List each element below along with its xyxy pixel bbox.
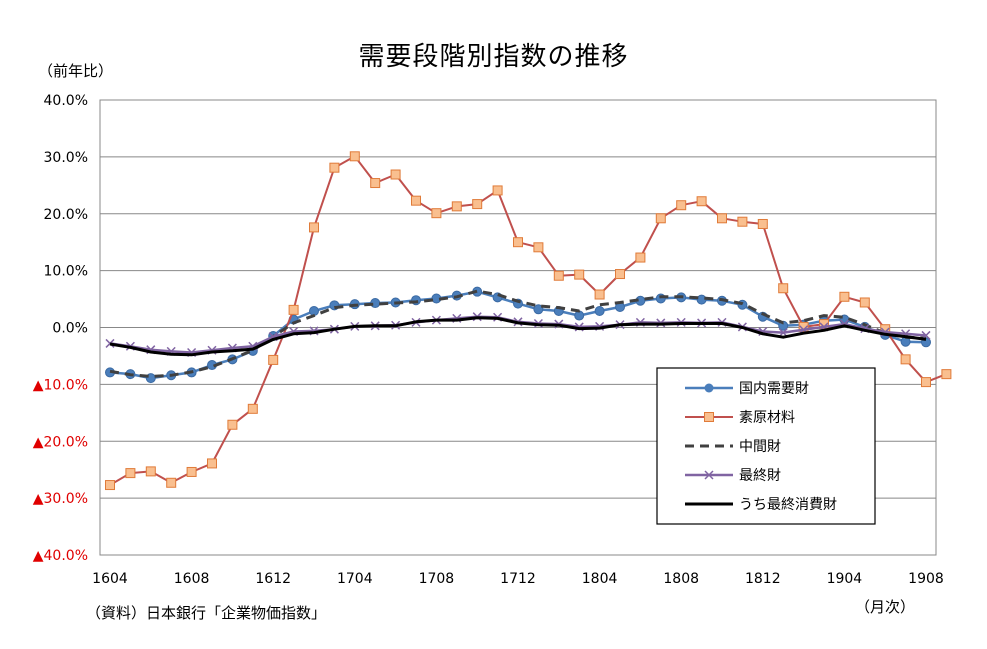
data-point xyxy=(676,200,687,211)
x-tick-label: 1612 xyxy=(255,571,291,587)
series-line-4 xyxy=(109,316,927,357)
x-tick-label: 1808 xyxy=(663,571,699,587)
y-tick-label: 20.0% xyxy=(44,207,88,223)
data-point xyxy=(451,201,462,212)
data-point xyxy=(778,283,789,294)
data-point xyxy=(757,218,768,229)
y-tick-label: 40.0% xyxy=(44,93,88,109)
data-point xyxy=(288,304,299,315)
y-tick-label: 0.0% xyxy=(52,321,88,337)
data-point xyxy=(900,354,911,365)
data-point xyxy=(105,480,115,491)
data-point xyxy=(615,269,625,280)
data-point xyxy=(737,216,748,227)
legend-label: 素原材料 xyxy=(739,410,795,426)
data-point xyxy=(594,289,605,300)
data-point xyxy=(574,269,585,280)
data-point xyxy=(717,213,727,224)
data-point xyxy=(859,297,870,308)
legend-label: 中間財 xyxy=(739,439,781,455)
data-point xyxy=(207,458,217,469)
data-point xyxy=(696,196,707,207)
x-tick-label: 1908 xyxy=(908,571,944,587)
data-point xyxy=(145,466,156,477)
x-tick-label: 1812 xyxy=(745,571,781,587)
chart-title: 需要段階別指数の推移 xyxy=(358,42,629,72)
y-tick-label: ▲20.0% xyxy=(33,434,88,450)
x-tick-label: 1704 xyxy=(337,571,373,587)
x-tick-label: 1708 xyxy=(419,571,455,587)
data-point xyxy=(370,178,381,189)
data-point xyxy=(533,304,544,315)
data-point xyxy=(553,270,564,281)
data-point xyxy=(349,151,360,162)
data-point xyxy=(472,199,483,210)
data-point xyxy=(125,468,136,479)
data-point xyxy=(411,195,421,206)
data-point xyxy=(309,222,319,233)
data-point xyxy=(390,169,401,180)
y-tick-label: 30.0% xyxy=(44,150,88,166)
legend-marker xyxy=(704,412,714,422)
data-point xyxy=(635,252,646,263)
x-tick-label: 1608 xyxy=(174,571,210,587)
x-axis-unit-label: （月次） xyxy=(855,598,916,616)
source-note: （資料）日本銀行「企業物価指数」 xyxy=(86,604,327,622)
plot-area xyxy=(99,99,937,556)
x-tick-label: 1604 xyxy=(92,571,128,587)
y-axis-unit-label: （前年比） xyxy=(38,62,114,80)
data-point xyxy=(247,403,258,414)
legend-label: うち最終消費財 xyxy=(739,497,837,513)
x-tick-label: 1904 xyxy=(827,571,863,587)
data-point xyxy=(329,162,340,173)
data-point xyxy=(798,321,809,332)
data-point xyxy=(921,377,931,388)
data-point xyxy=(655,213,666,224)
data-point xyxy=(839,291,850,302)
data-point xyxy=(227,419,238,430)
data-point xyxy=(513,237,523,248)
y-tick-label: 10.0% xyxy=(44,264,88,280)
x-tick-label: 1712 xyxy=(500,571,536,587)
data-point xyxy=(268,354,279,365)
data-point xyxy=(105,338,115,348)
y-tick-label: ▲30.0% xyxy=(33,491,88,507)
legend-marker xyxy=(704,383,714,393)
legend-label: 国内需要財 xyxy=(739,381,809,397)
y-tick-label: ▲10.0% xyxy=(33,377,88,393)
legend-label: 最終財 xyxy=(739,468,781,484)
data-point xyxy=(166,477,177,488)
data-point xyxy=(533,242,544,253)
y-tick-label: ▲40.0% xyxy=(33,548,88,564)
legend-marker xyxy=(704,470,714,480)
data-point xyxy=(819,319,829,330)
data-point xyxy=(431,208,442,219)
series-line-2 xyxy=(109,289,927,378)
data-point xyxy=(186,466,197,477)
data-point xyxy=(492,185,503,196)
x-tick-label: 1804 xyxy=(582,571,618,587)
data-point xyxy=(594,306,605,317)
data-point xyxy=(941,369,952,380)
